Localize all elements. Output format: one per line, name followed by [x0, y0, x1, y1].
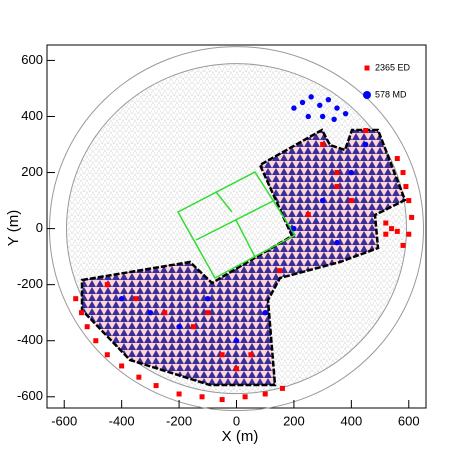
point	[119, 363, 125, 369]
point	[348, 169, 355, 176]
x-tick-label: -400	[109, 413, 135, 428]
point	[205, 295, 211, 302]
point	[334, 105, 340, 111]
point	[242, 394, 248, 400]
point	[104, 352, 110, 358]
point	[348, 198, 354, 204]
x-tick-label: 600	[398, 413, 420, 428]
point	[334, 239, 340, 246]
x-tick-label: -200	[166, 413, 192, 428]
point	[84, 324, 90, 330]
legend-label: 578 MD	[375, 89, 407, 99]
point	[406, 198, 412, 204]
point	[219, 397, 225, 403]
y-tick-label: 0	[36, 220, 43, 235]
point	[199, 394, 205, 400]
point	[320, 142, 326, 148]
point	[305, 212, 311, 218]
point	[219, 352, 225, 358]
point	[394, 228, 400, 234]
point	[291, 225, 297, 232]
point	[147, 309, 154, 316]
legend-marker	[364, 65, 370, 71]
point	[133, 296, 139, 302]
point	[136, 374, 142, 380]
point	[248, 352, 254, 358]
point	[299, 99, 306, 106]
point	[78, 310, 84, 316]
point	[389, 226, 395, 232]
point	[403, 184, 409, 190]
y-tick-label: -600	[17, 388, 43, 403]
point	[279, 385, 285, 391]
point	[104, 282, 110, 288]
point	[118, 295, 125, 302]
y-tick-label: 400	[21, 108, 43, 123]
point	[319, 197, 326, 204]
point	[205, 310, 211, 316]
point	[409, 214, 415, 220]
point	[400, 170, 406, 176]
point	[73, 296, 79, 302]
point	[262, 391, 268, 397]
point	[291, 105, 297, 111]
point	[319, 113, 326, 120]
point	[331, 116, 337, 122]
point	[400, 242, 406, 248]
point	[162, 310, 168, 316]
point	[176, 324, 182, 330]
point	[383, 220, 389, 226]
pond-outline	[176, 171, 297, 280]
y-tick-label: -400	[17, 332, 43, 347]
y-tick-label: 600	[21, 52, 43, 67]
x-tick-label: 0	[233, 413, 240, 428]
x-axis-label: X (m)	[222, 428, 259, 445]
point	[153, 383, 159, 389]
point	[233, 338, 240, 344]
point	[93, 338, 99, 344]
point	[334, 184, 340, 190]
y-axis-label: Y (m)	[5, 210, 22, 246]
point	[234, 366, 239, 372]
point	[277, 268, 283, 274]
point	[363, 127, 369, 133]
point	[334, 170, 340, 176]
y-tick-label: 200	[21, 164, 43, 179]
point	[394, 156, 400, 162]
point	[325, 96, 332, 103]
y-tick-label: -200	[17, 276, 43, 291]
point	[406, 231, 412, 237]
point	[363, 141, 369, 148]
point	[190, 324, 196, 330]
point	[176, 391, 182, 397]
legend-label: 2365 ED	[375, 62, 411, 72]
point	[383, 231, 389, 237]
point	[308, 94, 314, 100]
x-tick-label: 200	[283, 413, 305, 428]
x-tick-label: 400	[340, 413, 362, 428]
point	[342, 110, 349, 117]
point	[305, 113, 311, 120]
point	[262, 309, 268, 316]
legend-marker	[363, 91, 371, 99]
x-tick-label: -600	[51, 413, 77, 428]
point	[317, 102, 323, 108]
